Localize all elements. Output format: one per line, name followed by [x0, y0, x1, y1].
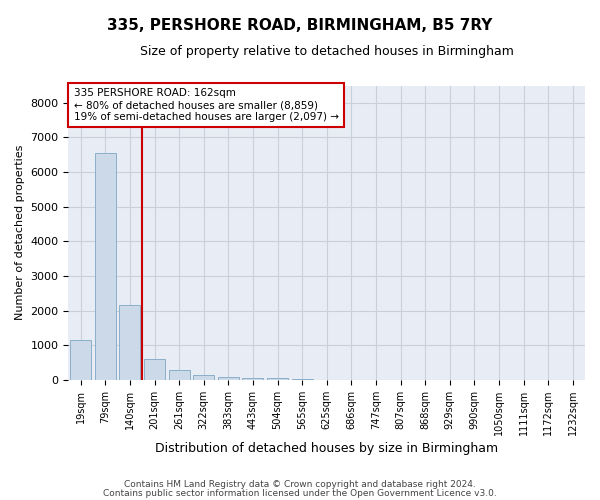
Bar: [218, 376, 239, 380]
Y-axis label: Number of detached properties: Number of detached properties: [15, 145, 25, 320]
Bar: [242, 378, 263, 380]
Bar: [119, 306, 140, 380]
Text: Contains HM Land Registry data © Crown copyright and database right 2024.: Contains HM Land Registry data © Crown c…: [124, 480, 476, 489]
Bar: [193, 376, 214, 380]
Text: Contains public sector information licensed under the Open Government Licence v3: Contains public sector information licen…: [103, 488, 497, 498]
Text: 335, PERSHORE ROAD, BIRMINGHAM, B5 7RY: 335, PERSHORE ROAD, BIRMINGHAM, B5 7RY: [107, 18, 493, 32]
Bar: [169, 370, 190, 380]
Bar: [267, 378, 288, 380]
Bar: [95, 153, 116, 380]
Title: Size of property relative to detached houses in Birmingham: Size of property relative to detached ho…: [140, 45, 514, 58]
Text: 335 PERSHORE ROAD: 162sqm
← 80% of detached houses are smaller (8,859)
19% of se: 335 PERSHORE ROAD: 162sqm ← 80% of detac…: [74, 88, 338, 122]
Bar: [144, 359, 165, 380]
Bar: [70, 340, 91, 380]
X-axis label: Distribution of detached houses by size in Birmingham: Distribution of detached houses by size …: [155, 442, 498, 455]
